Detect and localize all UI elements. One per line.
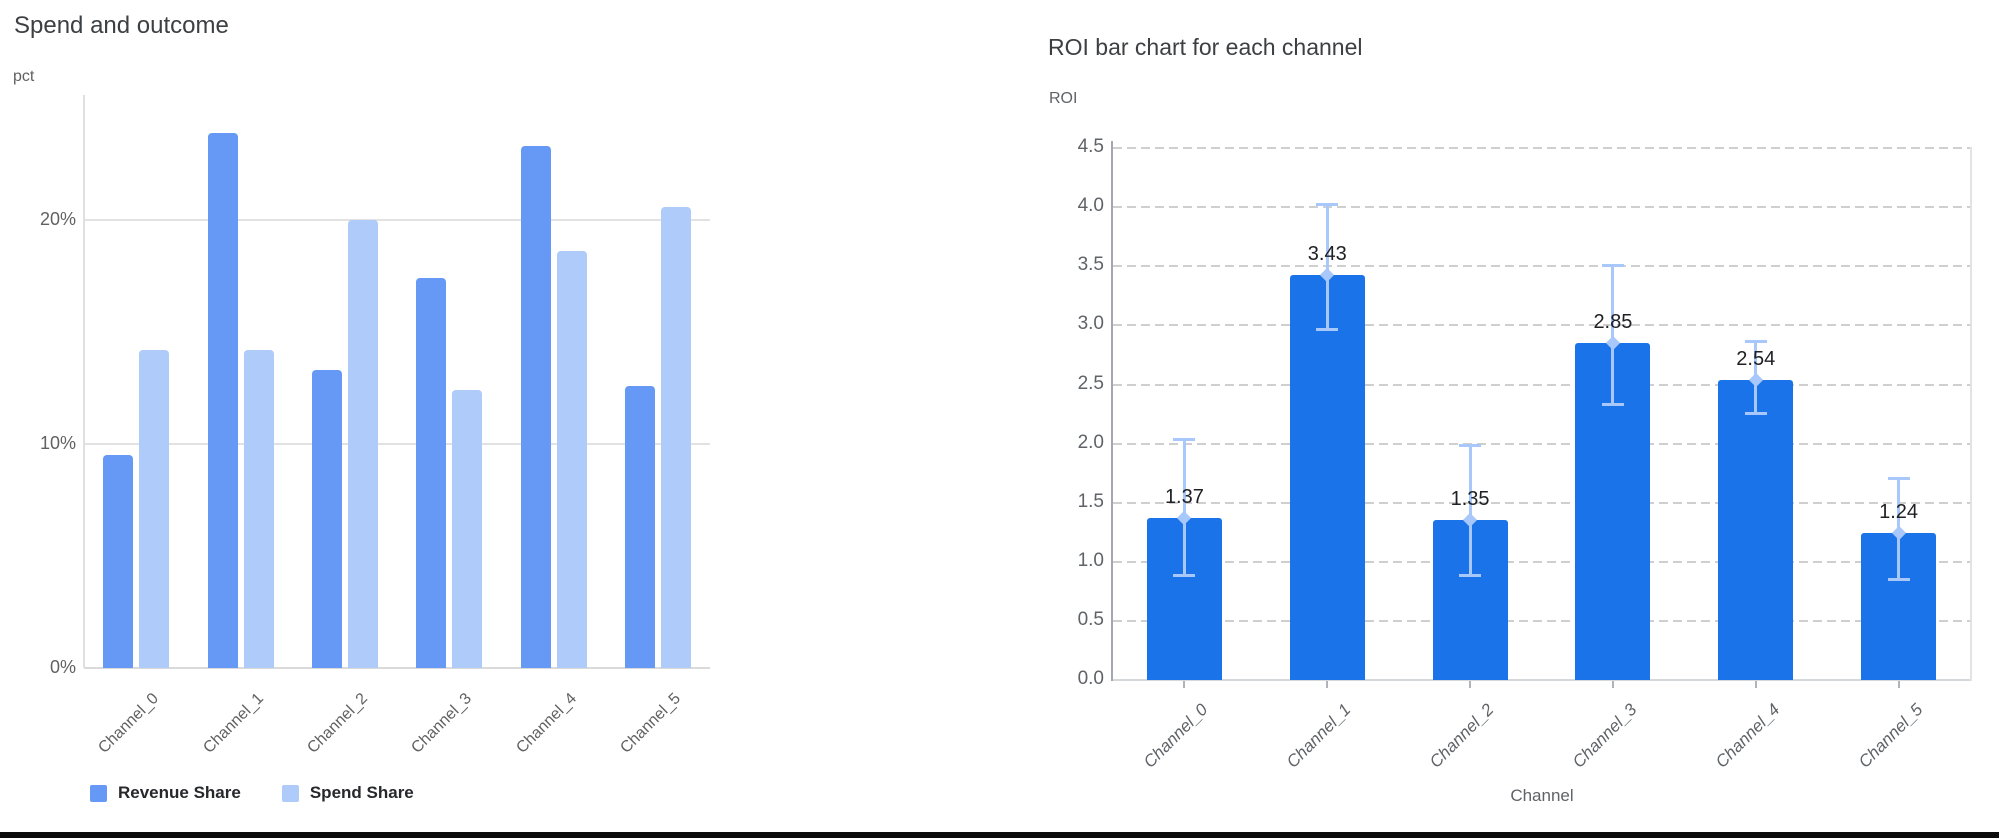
y-tick-label: 2.0: [1077, 431, 1104, 453]
left-y-axis-unit: pct: [13, 68, 35, 85]
error-bar-bottom-cap: [1887, 577, 1910, 581]
legend: Revenue Share Spend Share: [90, 783, 455, 803]
x-axis-tick: [1183, 681, 1186, 688]
error-bar: [1325, 203, 1329, 331]
y-axis-line: [1111, 141, 1113, 681]
grid-line: [1113, 442, 1970, 445]
grid-line: [1113, 560, 1970, 563]
error-bar-bottom-cap: [1459, 573, 1482, 577]
x-tick-label: Channel_5: [617, 690, 684, 757]
y-tick-label: 3.0: [1077, 313, 1104, 335]
x-tick-label: Channel_1: [1283, 700, 1355, 772]
bar-spend-share[interactable]: [660, 206, 691, 668]
x-tick-label: Channel_5: [1854, 700, 1927, 772]
bar-revenue-share[interactable]: [207, 132, 238, 668]
grid-line: [1113, 619, 1970, 622]
y-tick-label: 3.5: [1077, 254, 1104, 276]
x-tick-label: Channel_3: [1568, 700, 1641, 772]
y-tick-label: 1.5: [1077, 490, 1104, 512]
x-tick-label: Channel_4: [512, 690, 580, 757]
error-bar-top-cap: [1887, 476, 1910, 480]
bar-spend-share[interactable]: [452, 390, 483, 668]
y-tick-label: 20%: [39, 209, 76, 229]
bar-revenue-share[interactable]: [416, 278, 447, 668]
value-label: 2.54: [1736, 347, 1776, 370]
error-bar-top-cap: [1744, 339, 1767, 343]
value-label: 1.37: [1164, 486, 1204, 509]
error-bar-bottom-cap: [1316, 328, 1339, 332]
bar-spend-share[interactable]: [347, 220, 378, 668]
error-bar-top-cap: [1316, 202, 1339, 206]
error-bar-top-cap: [1173, 437, 1196, 441]
value-label: 1.24: [1879, 501, 1919, 524]
x-axis-tick: [1897, 681, 1900, 688]
x-tick-label: Channel_4: [1711, 700, 1784, 772]
bar-spend-share[interactable]: [556, 251, 587, 668]
legend-item-revenue-share: Revenue Share: [90, 783, 241, 803]
right-chart-title: ROI bar chart for each channel: [1048, 34, 1363, 60]
roi-bar[interactable]: [1289, 274, 1365, 680]
x-tick-label: Channel_2: [1425, 700, 1498, 772]
x-tick-label: Channel_0: [1140, 700, 1212, 772]
error-bar: [1182, 438, 1186, 576]
grid-line: [1113, 501, 1970, 504]
error-bar-bottom-cap: [1601, 402, 1624, 406]
x-axis-tick: [1469, 681, 1472, 688]
x-axis-tick: [1326, 681, 1329, 688]
error-bar-bottom-cap: [1744, 412, 1767, 416]
bar-revenue-share[interactable]: [311, 370, 342, 668]
y-tick-label: 4.5: [1077, 136, 1104, 158]
error-bar: [1468, 444, 1472, 576]
x-tick-label: Channel_0: [95, 690, 163, 757]
roi-bar[interactable]: [1718, 379, 1794, 680]
y-tick-label: 0%: [49, 657, 76, 677]
y-tick-label: 10%: [39, 433, 76, 453]
grid-line: [84, 443, 710, 445]
y-tick-label: 0.0: [1077, 668, 1104, 689]
x-tick-label: Channel_3: [408, 690, 476, 757]
y-tick-label: 2.5: [1077, 372, 1104, 394]
grid-line: [1113, 324, 1970, 327]
error-bar-top-cap: [1601, 264, 1624, 268]
grid-line: [1113, 383, 1970, 386]
x-axis-tick: [1754, 681, 1757, 688]
bar-revenue-share[interactable]: [624, 385, 655, 668]
grid-line: [1113, 147, 1970, 150]
error-bar-bottom-cap: [1173, 573, 1196, 577]
bar-revenue-share[interactable]: [103, 455, 134, 668]
revenue-share-legend-label: Revenue Share: [118, 783, 241, 802]
spend-share-swatch: [281, 784, 299, 802]
bottom-border-bar: [0, 832, 1999, 838]
right-y-axis-unit: ROI: [1049, 90, 1078, 107]
y-tick-label: 1.0: [1077, 549, 1104, 571]
bar-spend-share[interactable]: [243, 349, 274, 668]
x-axis-line: [1113, 679, 1970, 681]
revenue-share-swatch: [90, 784, 107, 802]
value-label: 2.85: [1593, 311, 1633, 334]
bar-spend-share[interactable]: [139, 349, 170, 668]
error-bar: [1611, 265, 1615, 405]
grid-line: [1113, 265, 1970, 268]
grid-line: [1113, 206, 1970, 209]
grid-line: [84, 219, 710, 221]
y-axis-line: [83, 95, 85, 668]
left-chart-title: Spend and outcome: [14, 12, 229, 39]
value-label: 3.43: [1307, 242, 1347, 265]
grid-line: [84, 667, 710, 669]
error-bar-top-cap: [1459, 443, 1482, 447]
y-tick-label: 0.5: [1077, 608, 1104, 630]
value-label: 1.35: [1450, 488, 1490, 511]
x-tick-label: Channel_2: [304, 690, 371, 757]
x-tick-label: Channel_1: [199, 690, 267, 757]
plot-right-border: [1970, 147, 1972, 681]
right-x-axis-title: Channel: [1510, 786, 1574, 805]
bar-revenue-share[interactable]: [520, 146, 551, 668]
y-tick-label: 4.0: [1077, 195, 1104, 217]
spend-share-legend-label: Spend Share: [309, 783, 414, 802]
x-axis-tick: [1611, 681, 1614, 688]
legend-item-spend-share: Spend Share: [281, 783, 414, 803]
